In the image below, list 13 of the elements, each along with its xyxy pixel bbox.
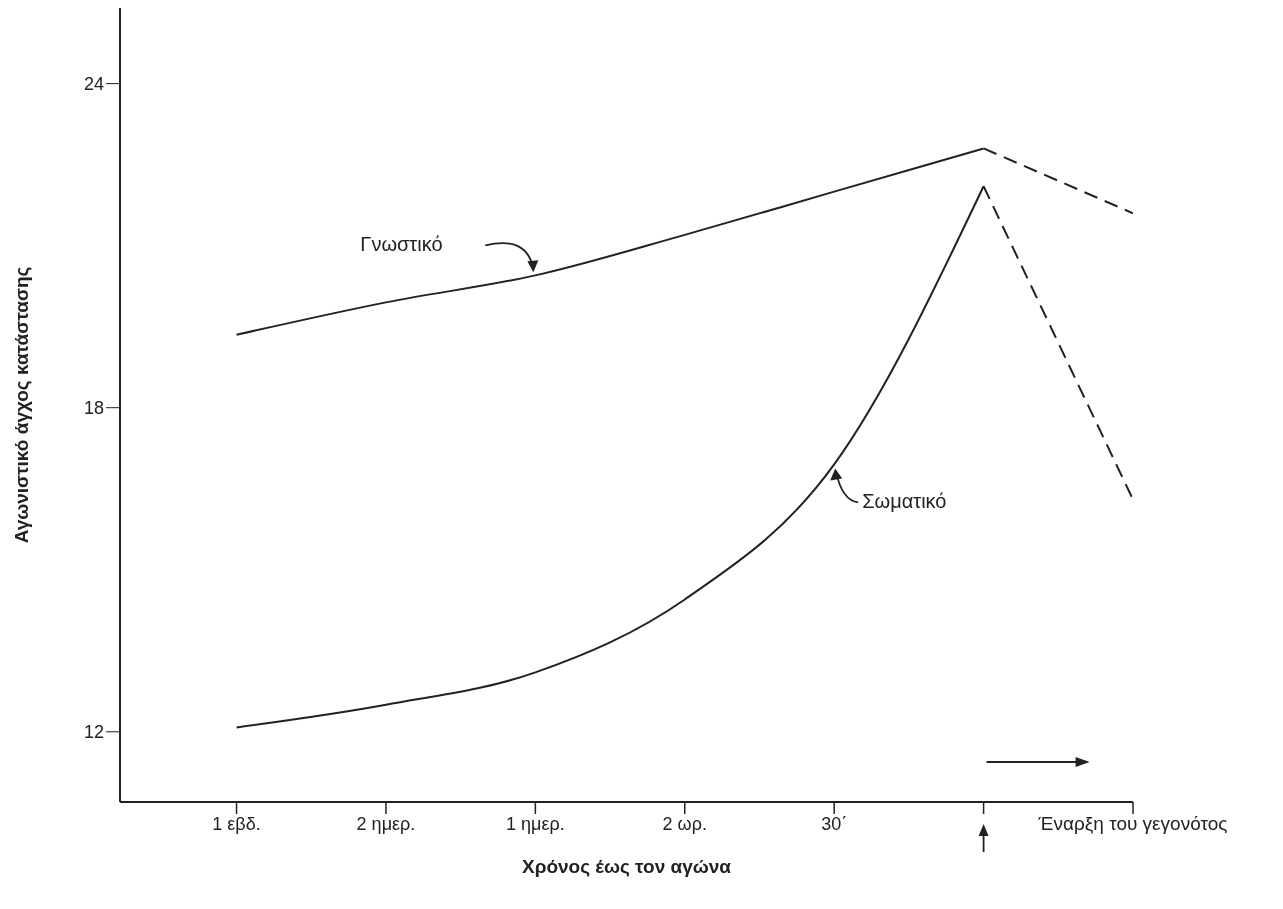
y-axis-title: Αγωνιστικό άγχος κατάστασης [11, 266, 33, 544]
y-tick-label: 24 [83, 74, 104, 95]
x-tick-label: 2 ωρ. [662, 814, 707, 834]
legend-label: Σωματικό [862, 490, 947, 514]
x-tick-label: 1 εβδ. [212, 814, 261, 834]
y-tick-label: 12 [83, 722, 104, 743]
series-label: Γνωστικό [360, 233, 443, 257]
x-tick-label: 1 ημερ. [506, 814, 565, 834]
x-axis-title: Χρόνος έως τον αγώνα [520, 856, 733, 878]
y-tick-label: 18 [83, 398, 104, 419]
x-tick-label: 2 ημερ. [356, 814, 416, 834]
x-tick-label: 30΄ [821, 814, 848, 834]
x-tick-label: Έναρξη του γεγονότος [1037, 813, 1228, 834]
